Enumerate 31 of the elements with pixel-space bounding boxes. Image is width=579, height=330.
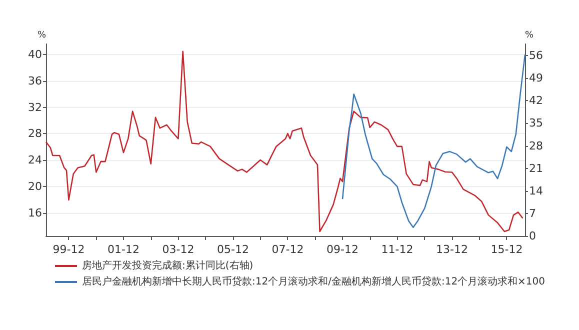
y-tick-label: 40 [28, 48, 42, 62]
y2-tick-label: 7 [529, 206, 536, 220]
y-tick-label: 36 [28, 74, 42, 88]
y-tick-label: 32 [28, 100, 42, 114]
y2-tick-label: 28 [529, 139, 543, 152]
y-axis-title: % [37, 30, 46, 40]
line-series [45, 50, 524, 232]
x-tick-label: 03-12 [162, 243, 194, 256]
x-tick-label: 15-12 [490, 243, 523, 256]
x-tick-label: 13-12 [436, 243, 468, 256]
y-tick-label: 16 [28, 206, 42, 220]
x-tick-label: 11-12 [381, 243, 414, 256]
y2-tick-label: 35 [529, 116, 543, 130]
y2-tick-label: 42 [529, 94, 543, 108]
x-tick-label: 05-12 [217, 243, 249, 256]
y2-tick-label: 0 [529, 230, 536, 242]
line-series [342, 54, 526, 228]
y-tick-label: 20 [28, 180, 42, 194]
y2-tick-label: 49 [529, 72, 543, 85]
x-tick-label: 07-12 [272, 243, 304, 256]
x-tick-label: 01-12 [108, 243, 140, 256]
y-tick-label: 24 [28, 154, 42, 167]
y2-tick-label: 21 [529, 162, 543, 175]
x-tick-label: 99-12 [52, 243, 85, 256]
y2-tick-label: 56 [529, 49, 543, 62]
legend-label: 房地产开发投资完成额:累计同比(右轴) [82, 260, 254, 272]
x-tick-label: 09-12 [326, 243, 358, 256]
legend-label: 居民户金融机构新增中长期人民币贷款:12个月滚动求和/金融机构新增人民币贷款:12个月滚动求和×100 [82, 276, 546, 288]
y-tick-label: 28 [28, 127, 42, 140]
y2-tick-label: 14 [529, 184, 543, 198]
y2-axis-title: % [525, 30, 534, 40]
